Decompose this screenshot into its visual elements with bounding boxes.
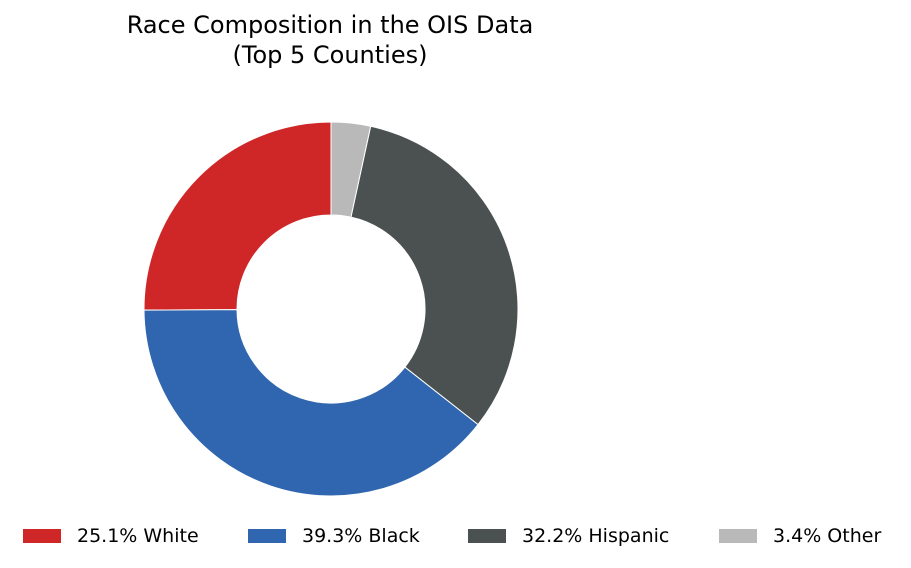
legend-swatch-black <box>248 529 286 543</box>
legend-swatch-white <box>23 529 61 543</box>
legend: 25.1% White 39.3% Black 32.2% Hispanic 3… <box>0 524 911 548</box>
chart-title-line2: (Top 5 Counties) <box>232 41 428 69</box>
donut-slice-hispanic <box>350 125 519 426</box>
legend-label-white: 25.1% White <box>77 525 199 547</box>
chart-title: Race Composition in the OIS Data (Top 5 … <box>30 10 630 70</box>
legend-swatch-other <box>719 529 757 543</box>
legend-item-white: 25.1% White <box>23 524 199 548</box>
donut-slice-other <box>330 121 372 218</box>
legend-item-black: 39.3% Black <box>248 524 420 548</box>
legend-label-hispanic: 32.2% Hispanic <box>522 525 670 547</box>
legend-item-other: 3.4% Other <box>719 524 881 548</box>
legend-label-other: 3.4% Other <box>773 525 882 547</box>
donut-slices <box>143 121 519 497</box>
donut-slice-black <box>143 309 479 497</box>
legend-item-hispanic: 32.2% Hispanic <box>468 524 669 548</box>
donut-slice-white <box>143 121 332 311</box>
chart-title-line1: Race Composition in the OIS Data <box>126 11 534 39</box>
legend-swatch-hispanic <box>468 529 506 543</box>
legend-label-black: 39.3% Black <box>302 525 420 547</box>
